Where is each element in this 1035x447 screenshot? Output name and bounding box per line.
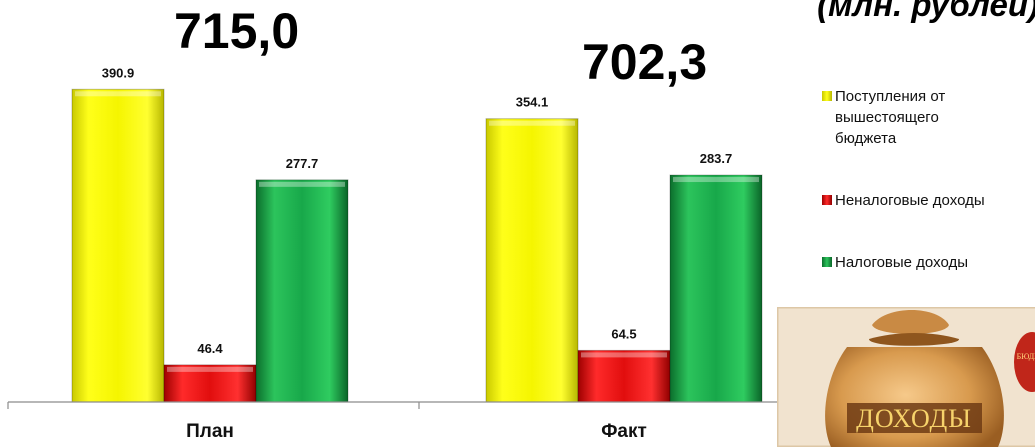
bar-tax-fact — [669, 174, 763, 403]
plan-total: 715,0 — [174, 3, 300, 59]
money-bag-label: ДОХОДЫ — [856, 404, 972, 433]
data-label: 283.7 — [700, 151, 733, 166]
data-label: 390.9 — [102, 65, 135, 80]
red-square-icon — [822, 195, 832, 205]
green-square-icon — [822, 257, 832, 267]
legend-label: Налоговые доходы — [835, 254, 968, 271]
category-labels-layer: План Факт — [186, 421, 647, 440]
legend-item-nontax: Неналоговые доходы — [822, 190, 985, 211]
money-bag-icon: БЮДЖ ДОХОДЫ — [777, 307, 1035, 447]
value-labels-layer: 390.9 46.4 277.7 354.1 64.5 283.7 — [102, 65, 733, 356]
bar-highlight — [489, 120, 575, 126]
legend-label: Неналоговые доходы — [835, 192, 985, 209]
legend-label: Поступления от вышестоящего бюджета — [835, 88, 946, 147]
category-label: Факт — [601, 421, 647, 440]
legend-item-transfers: Поступления от вышестоящего бюджета — [822, 86, 1022, 149]
bar-highlight — [259, 181, 345, 187]
fact-total: 702,3 — [582, 34, 708, 90]
svg-text:БЮДЖ: БЮДЖ — [1017, 352, 1035, 361]
bar-highlight — [673, 177, 759, 183]
bar-transfers-plan — [71, 88, 165, 403]
units-label: (млн. рублей) — [817, 0, 1035, 23]
yellow-square-icon — [822, 91, 832, 101]
bar-highlight — [75, 91, 161, 97]
bar-highlight — [581, 352, 667, 358]
data-label: 64.5 — [611, 326, 636, 341]
data-label: 46.4 — [197, 341, 223, 356]
bars-layer — [71, 88, 763, 403]
bar-transfers-fact — [485, 118, 579, 403]
data-label: 354.1 — [516, 95, 549, 110]
bar-highlight — [167, 366, 253, 372]
data-label: 277.7 — [286, 156, 319, 171]
bar-nontax-fact — [577, 349, 671, 403]
legend-item-tax: Налоговые доходы — [822, 252, 968, 273]
bar-nontax-plan — [163, 364, 257, 403]
category-label: План — [186, 421, 234, 440]
bar-tax-plan — [255, 179, 349, 403]
